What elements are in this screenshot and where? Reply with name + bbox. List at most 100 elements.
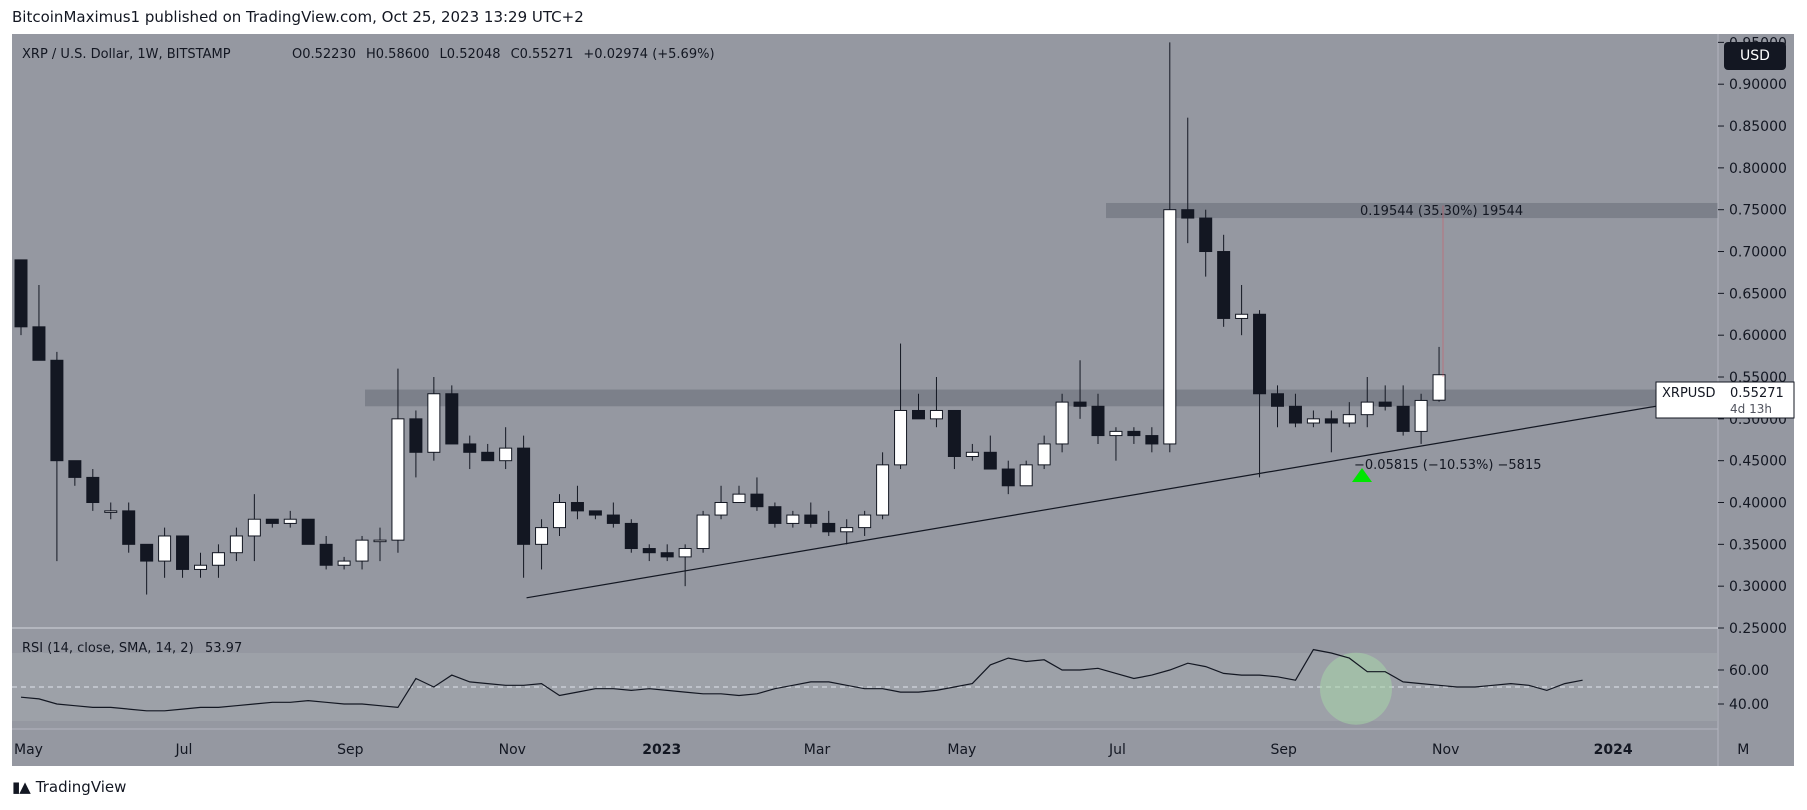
candle-up bbox=[247, 494, 261, 562]
candle-up bbox=[194, 552, 207, 578]
resistance-zone bbox=[1106, 202, 1718, 219]
candle-up bbox=[1360, 377, 1374, 428]
candle-body bbox=[1091, 405, 1105, 437]
rsi-tick-label: 60.00 bbox=[1729, 663, 1769, 679]
footer: ▮▲ TradingView bbox=[12, 778, 126, 796]
candle-body bbox=[1235, 313, 1249, 319]
candle-body bbox=[86, 476, 100, 504]
candle-body bbox=[1342, 414, 1356, 424]
price-tick-label: 0.85000 bbox=[1729, 119, 1787, 135]
candle-body bbox=[804, 514, 818, 524]
candle-down bbox=[32, 284, 46, 361]
candle-body bbox=[1073, 401, 1087, 407]
time-tick-label: 2023 bbox=[642, 742, 681, 758]
time-tick-label: M bbox=[1737, 742, 1749, 758]
candle-body bbox=[750, 493, 764, 508]
candle-down bbox=[1091, 393, 1105, 444]
candle-body bbox=[337, 560, 351, 566]
price-tag-countdown: 4d 13h bbox=[1730, 402, 1772, 416]
price-tick-label: 0.70000 bbox=[1729, 245, 1787, 261]
candle-body bbox=[1396, 405, 1410, 432]
footer-brand[interactable]: TradingView bbox=[35, 778, 127, 796]
candle-up bbox=[1055, 393, 1069, 453]
candle-up bbox=[876, 452, 890, 520]
rsi-highlight-circle bbox=[1320, 652, 1392, 725]
candle-down bbox=[463, 435, 477, 470]
candle-body bbox=[247, 518, 261, 537]
candle-up bbox=[1235, 284, 1249, 336]
candle-up bbox=[929, 377, 943, 428]
candle-up bbox=[1414, 393, 1428, 444]
price-tag-price: 0.55271 bbox=[1730, 386, 1784, 401]
candle-down bbox=[481, 443, 495, 462]
price-tick-label: 0.90000 bbox=[1729, 77, 1787, 93]
price-tick-label: 0.35000 bbox=[1729, 537, 1787, 553]
candle-up bbox=[535, 519, 549, 570]
candle-down bbox=[1288, 393, 1302, 428]
candle-body bbox=[983, 451, 997, 470]
candle-down bbox=[642, 544, 656, 562]
candle-up bbox=[337, 556, 351, 570]
candle-up bbox=[104, 502, 118, 520]
candle-body bbox=[642, 548, 656, 554]
price-tick-label: 0.40000 bbox=[1729, 496, 1787, 512]
candle-body bbox=[588, 510, 602, 516]
legend-ohlc: O0.52230 H0.58600 L0.52048 C0.55271 +0.02974… bbox=[292, 47, 715, 62]
candle-body bbox=[319, 543, 333, 566]
candle-up bbox=[1019, 460, 1033, 487]
candle-body bbox=[194, 564, 207, 570]
candle-down bbox=[319, 535, 333, 570]
candle-down bbox=[1324, 410, 1338, 453]
candle-body bbox=[373, 539, 387, 543]
candle-down bbox=[517, 435, 531, 578]
candle-down bbox=[1199, 209, 1213, 277]
legend-symbol: XRP / U.S. Dollar, 1W, BITSTAMP bbox=[22, 47, 231, 62]
currency-button[interactable]: USD bbox=[1724, 42, 1786, 70]
candle-down bbox=[176, 535, 190, 578]
candle-body bbox=[158, 535, 172, 562]
time-tick-label: 2024 bbox=[1594, 742, 1633, 758]
candle-body bbox=[50, 359, 64, 462]
publisher-line: BitcoinMaximus1 published on TradingView… bbox=[12, 8, 584, 26]
candle-body bbox=[965, 451, 979, 457]
candle-body bbox=[1360, 401, 1374, 416]
candle-down bbox=[122, 502, 136, 553]
candle-body bbox=[1127, 430, 1141, 437]
candle-body bbox=[660, 552, 674, 558]
candle-up bbox=[1342, 402, 1356, 428]
candle-up bbox=[158, 527, 172, 578]
candle-body bbox=[822, 522, 836, 533]
candle-down bbox=[1145, 427, 1159, 453]
candle-body bbox=[355, 539, 369, 562]
candle-body bbox=[912, 409, 925, 420]
candle-body bbox=[929, 409, 943, 420]
candle-body bbox=[535, 527, 549, 545]
price-tick-label: 0.65000 bbox=[1729, 286, 1787, 302]
support-zone bbox=[365, 389, 1718, 407]
price-tick-label: 0.30000 bbox=[1729, 579, 1787, 595]
candle-body bbox=[1217, 251, 1231, 319]
rsi-line bbox=[20, 648, 1583, 712]
candle-body bbox=[463, 443, 477, 453]
candle-body bbox=[265, 518, 279, 524]
candle-body bbox=[391, 418, 405, 541]
time-tick-label: May bbox=[947, 742, 976, 758]
candle-down bbox=[1001, 460, 1015, 495]
candle-body bbox=[409, 418, 423, 453]
candle-up bbox=[229, 527, 243, 562]
candle-up bbox=[427, 377, 441, 461]
candle-body bbox=[1019, 464, 1033, 487]
bounce-arrow-icon bbox=[1352, 468, 1372, 482]
candle-up bbox=[1109, 427, 1123, 461]
candle-up bbox=[373, 527, 387, 562]
candle-body bbox=[1324, 418, 1338, 424]
candle-up bbox=[553, 494, 566, 536]
candle-body bbox=[1414, 399, 1428, 432]
price-tick-label: 0.45000 bbox=[1729, 454, 1787, 470]
candle-body bbox=[1109, 430, 1123, 437]
candle-body bbox=[481, 451, 495, 462]
price-tick-label: 0.25000 bbox=[1729, 621, 1787, 637]
candle-body bbox=[1181, 209, 1195, 219]
candle-down bbox=[1127, 427, 1141, 444]
